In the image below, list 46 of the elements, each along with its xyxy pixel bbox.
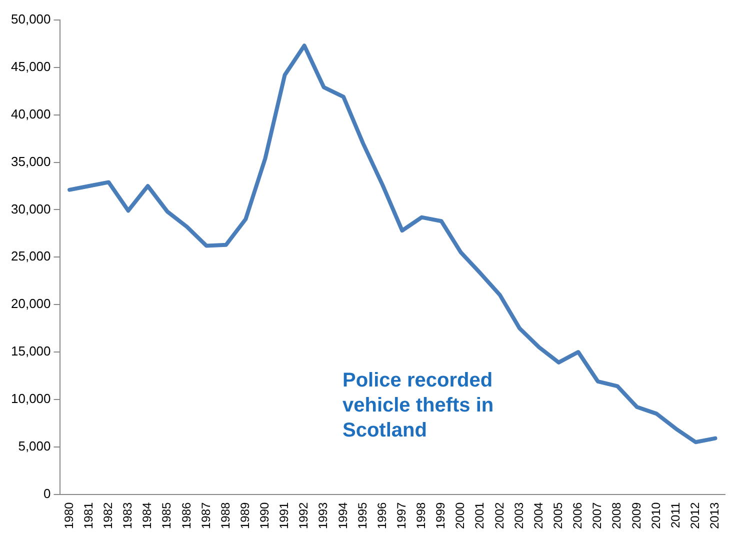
y-tick-label: 20,000 <box>10 296 51 312</box>
x-tick-label: 1988 <box>218 502 232 530</box>
x-tick-label: 1986 <box>179 502 194 530</box>
x-tick-label: 1999 <box>434 502 448 530</box>
x-tick-label: 1998 <box>414 502 428 530</box>
x-tick-label: 1997 <box>394 502 408 530</box>
x-tick-label: 1981 <box>81 502 96 530</box>
x-tick-label: 2006 <box>570 502 585 530</box>
x-tick-label: 2000 <box>453 502 468 530</box>
x-tick-label: 1993 <box>316 502 330 530</box>
x-tick-label: 2008 <box>610 502 624 530</box>
x-tick-label: 1995 <box>355 502 370 530</box>
x-tick-label: 2011 <box>668 502 682 528</box>
x-tick-label: 1984 <box>140 502 154 530</box>
x-tick-label: 1990 <box>258 502 272 530</box>
y-tick-label: 0 <box>44 486 51 501</box>
x-tick-label: 2012 <box>688 502 702 530</box>
x-tick-label: 1985 <box>160 502 174 530</box>
x-tick-label: 2001 <box>472 502 487 530</box>
x-tick-label: 2003 <box>512 502 526 530</box>
annotation: Police recorded vehicle thefts in Scotland <box>342 370 494 442</box>
x-tick-label: 1996 <box>374 502 389 530</box>
y-tick-label: 50,000 <box>10 12 51 27</box>
x-tick-label: 2007 <box>590 502 604 530</box>
x-tick-label: 2005 <box>551 502 566 530</box>
y-tick-label: 45,000 <box>10 59 51 74</box>
y-tick-label: 10,000 <box>10 391 51 406</box>
x-tick-label: 2009 <box>629 502 644 530</box>
y-tick-label: 5,000 <box>18 438 51 454</box>
x-tick-label: 2002 <box>492 502 506 530</box>
x-tick-label: 1982 <box>100 502 115 530</box>
y-tick-label: 25,000 <box>10 248 51 264</box>
x-tick-label: 1983 <box>120 502 135 530</box>
x-tick-label: 1991 <box>277 502 292 530</box>
y-tick-label: 35,000 <box>10 154 51 169</box>
x-tick-label: 2010 <box>648 502 663 530</box>
x-tick-label: 1994 <box>336 502 350 530</box>
x-tick-label: 1987 <box>198 502 213 530</box>
y-tick-label: 30,000 <box>10 201 51 216</box>
x-tick-label: 2004 <box>531 502 546 530</box>
x-tick-label: 2013 <box>708 502 722 530</box>
y-tick-label: 40,000 <box>10 106 51 122</box>
y-tick-label: 15,000 <box>10 344 51 359</box>
x-tick-label: 1989 <box>238 502 252 530</box>
x-tick-label: 1980 <box>62 502 76 530</box>
x-tick-label: 1992 <box>296 502 311 530</box>
